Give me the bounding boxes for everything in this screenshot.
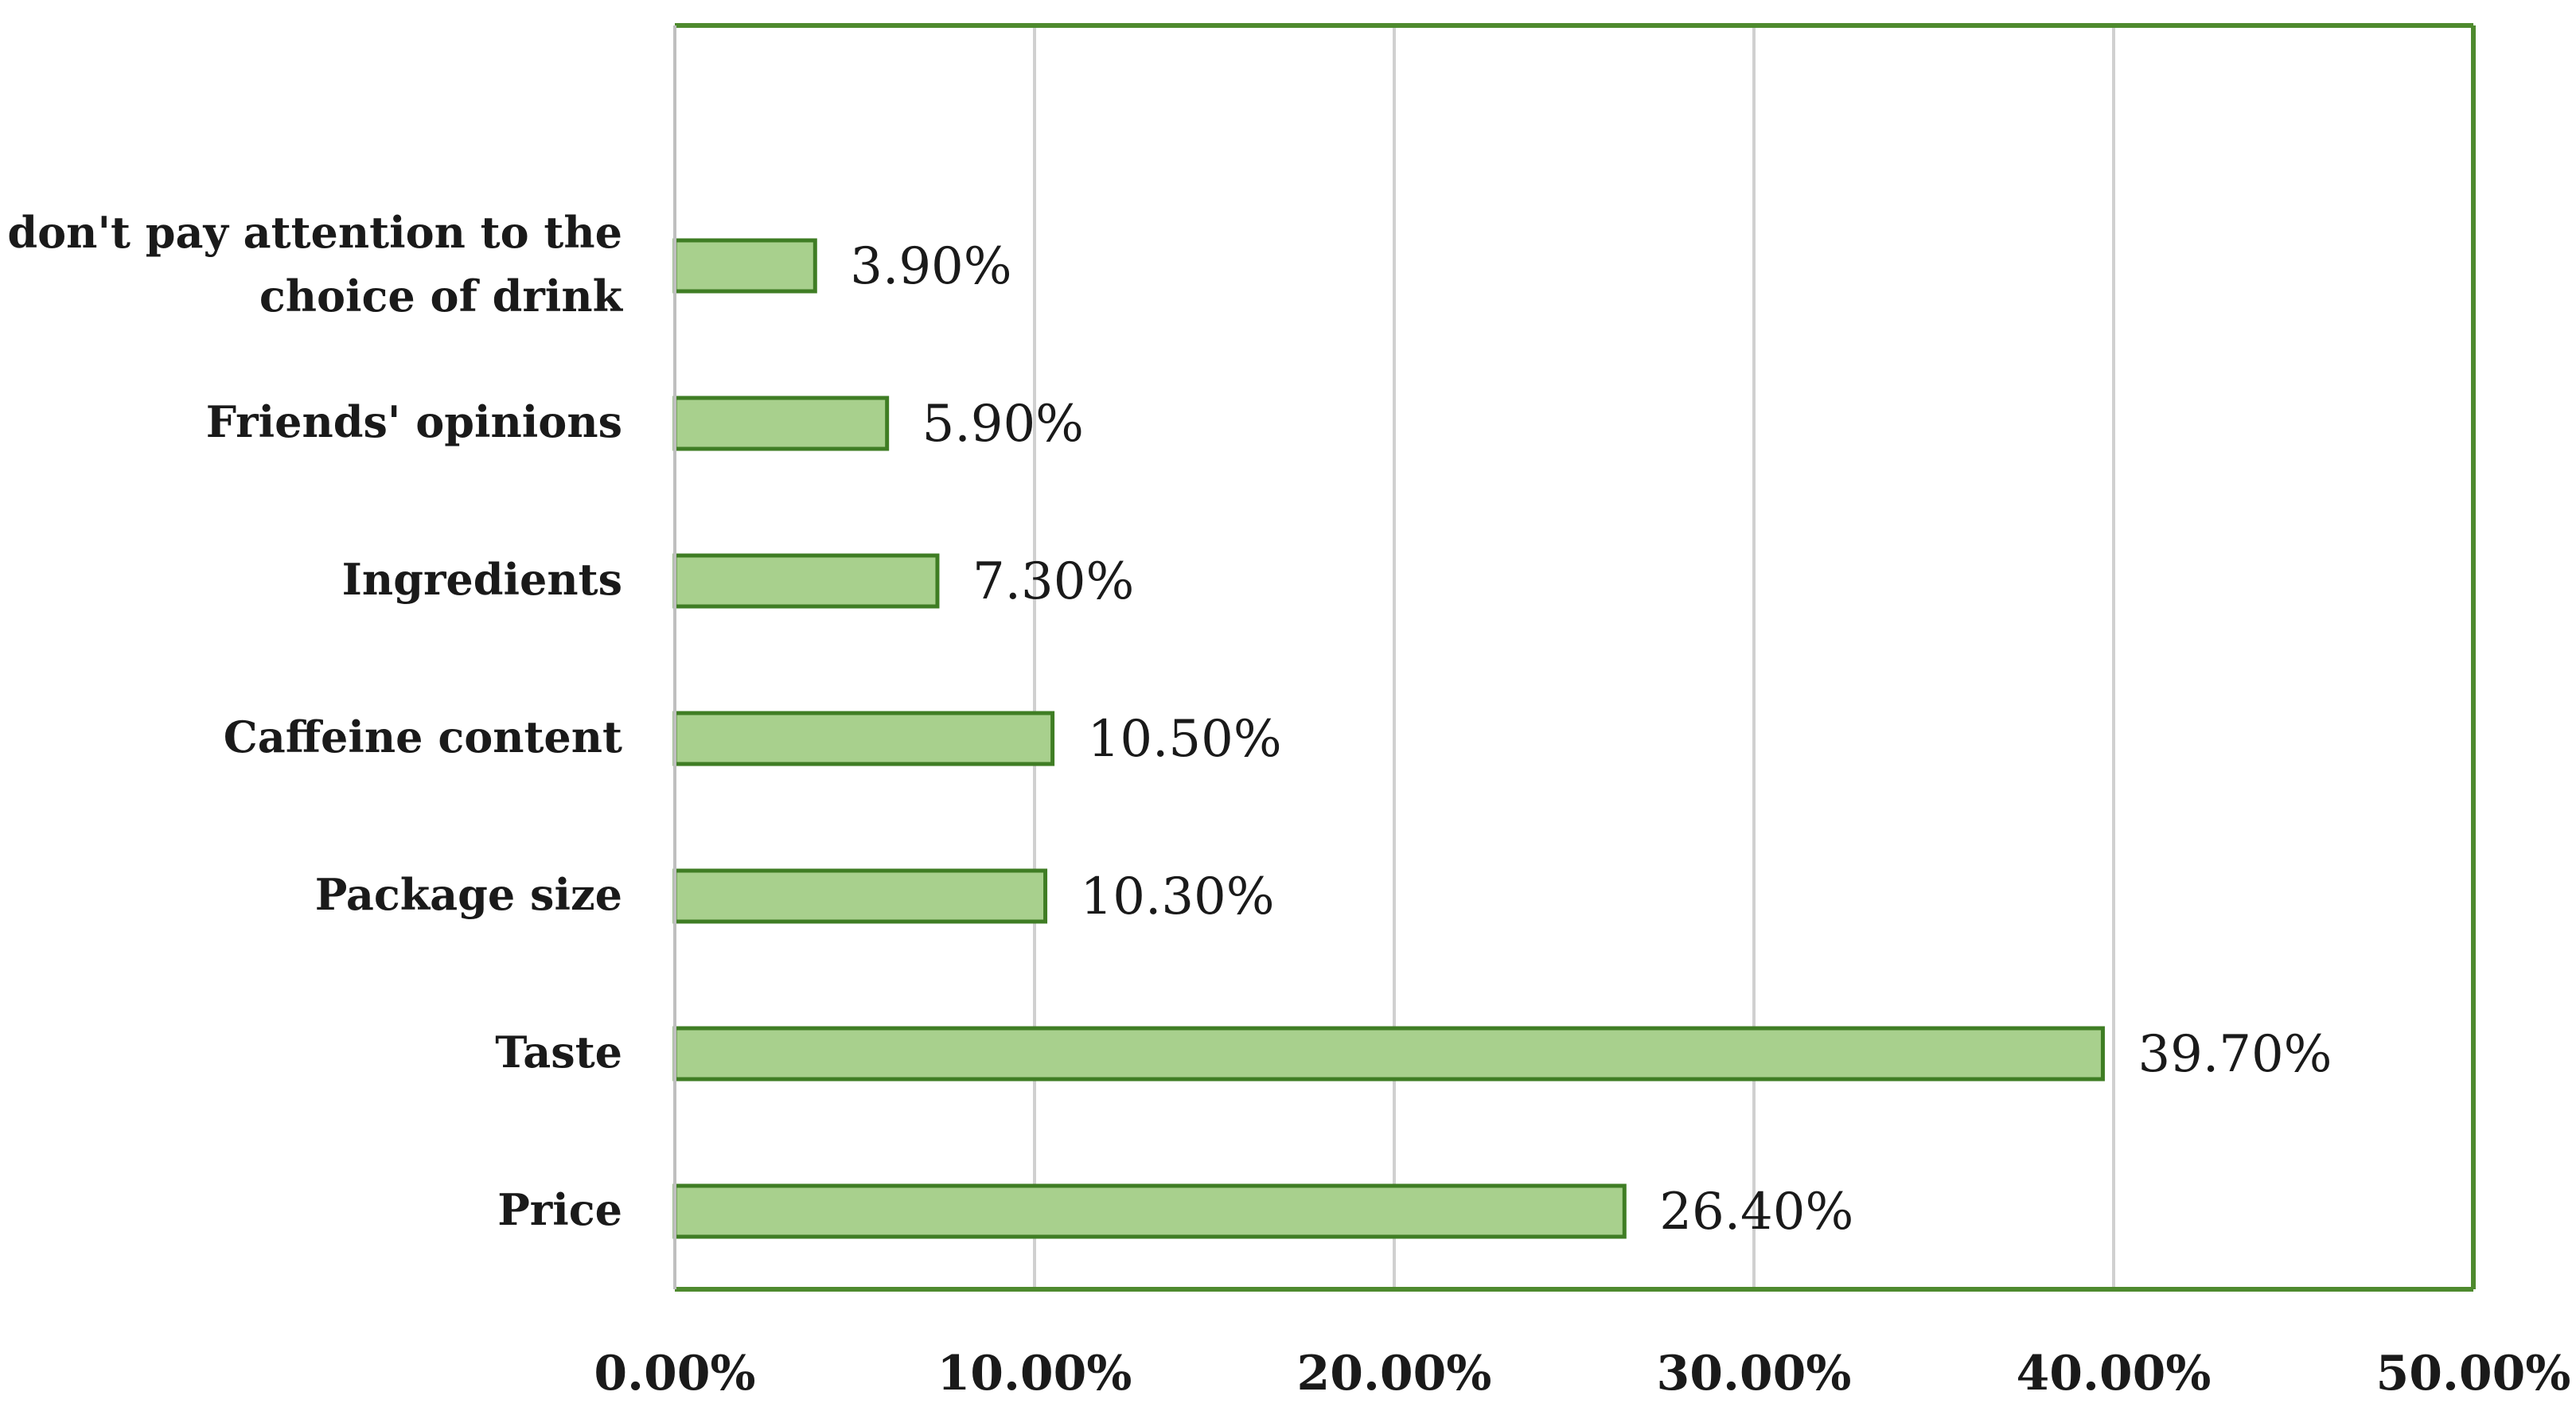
- category-label-2: Package size: [315, 869, 622, 920]
- x-tick-label-10: 10.00%: [937, 1346, 1132, 1401]
- value-label-1: 39.70%: [2138, 1025, 2332, 1084]
- plot-frame: [673, 23, 2476, 1292]
- value-label-3: 10.50%: [1088, 710, 1282, 769]
- value-label-5: 5.90%: [922, 395, 1084, 454]
- category-label-3: Caffeine content: [224, 711, 622, 762]
- value-label-2: 10.30%: [1081, 867, 1275, 926]
- value-label-0: 26.40%: [1659, 1183, 1853, 1242]
- category-label-1: Taste: [495, 1027, 622, 1078]
- gridlines: [1033, 25, 2115, 1289]
- bar-1: [672, 1026, 2105, 1082]
- category-label-5: Friends' opinions: [206, 396, 622, 447]
- bar-2: [672, 868, 1048, 924]
- bars: [672, 238, 2105, 1239]
- bar-4: [672, 553, 940, 609]
- category-label-0: Price: [497, 1184, 622, 1235]
- value-label-6: 3.90%: [850, 237, 1011, 296]
- bar-6: [672, 238, 817, 294]
- bar-0: [672, 1183, 1627, 1239]
- category-label-6-line-1: choice of drink: [259, 271, 624, 322]
- x-tick-label-40: 40.00%: [2017, 1346, 2212, 1401]
- x-tick-label-30: 30.00%: [1657, 1346, 1852, 1401]
- category-label-4: Ingredients: [342, 554, 622, 605]
- value-label-4: 7.30%: [972, 552, 1134, 611]
- x-tick-label-50: 50.00%: [2376, 1346, 2571, 1401]
- bar-3: [672, 711, 1055, 766]
- category-label-6-line-0: I don't pay attention to the: [0, 207, 622, 258]
- x-tick-label-0: 0.00%: [594, 1346, 755, 1401]
- labels: 26.40% Price 39.70% Taste 10.30% Package size…: [0, 207, 2570, 1401]
- bar-5: [672, 396, 890, 451]
- x-tick-label-20: 20.00%: [1297, 1346, 1492, 1401]
